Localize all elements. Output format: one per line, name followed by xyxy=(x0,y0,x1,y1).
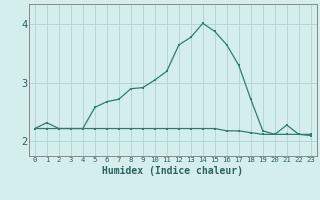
X-axis label: Humidex (Indice chaleur): Humidex (Indice chaleur) xyxy=(102,166,243,176)
